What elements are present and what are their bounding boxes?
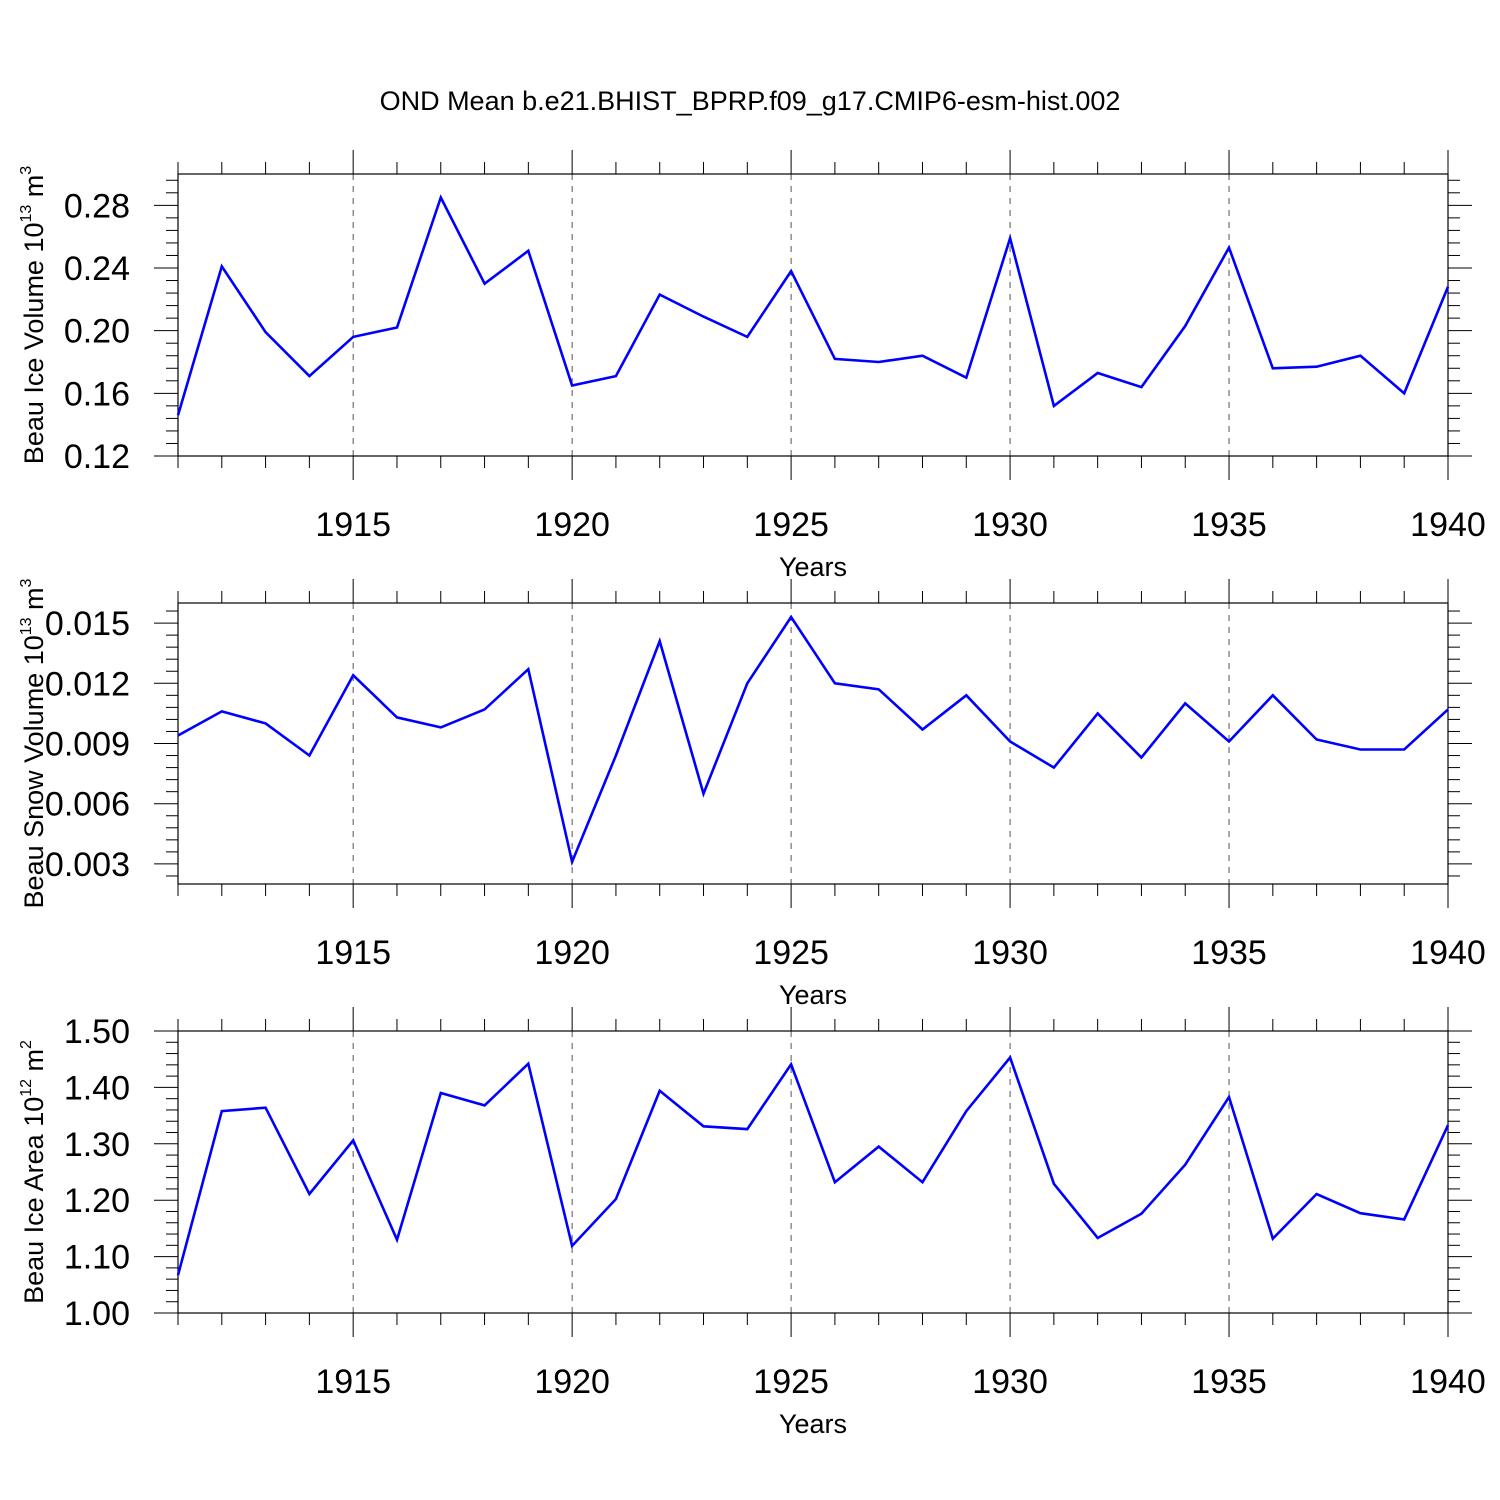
y-tick-label: 1.10: [64, 1239, 130, 1277]
x-tick-label: 1925: [753, 934, 829, 972]
x-tick-label: 1925: [753, 1363, 829, 1401]
y-tick-label: 0.24: [64, 250, 130, 288]
series-line: [177, 614, 1449, 867]
x-tick-label: 1930: [972, 934, 1048, 972]
y-tick-label: 0.003: [45, 846, 130, 884]
x-tick-label: 1940: [1410, 1363, 1486, 1401]
x-tick-label: 1920: [534, 934, 610, 972]
y-tick-label: 1.50: [64, 1013, 130, 1051]
y-tick-label: 0.006: [45, 786, 130, 824]
chart-title: OND Mean b.e21.BHIST_BPRP.f09_g17.CMIP6-…: [380, 86, 1121, 116]
y-axis-title: Beau Snow Volume 1013 m3: [18, 578, 49, 908]
x-tick-label: 1920: [534, 506, 610, 544]
x-tick-label: 1940: [1410, 934, 1486, 972]
x-axis-title: Years: [779, 1409, 847, 1439]
y-tick-label: 0.16: [64, 375, 130, 413]
x-axis-title: Years: [779, 552, 847, 582]
x-tick-label: 1940: [1410, 506, 1486, 544]
x-tick-label: 1925: [753, 506, 829, 544]
y-tick-label: 0.015: [45, 605, 130, 643]
y-axis-title: Beau Ice Area 1012 m2: [18, 1040, 49, 1304]
x-tick-label: 1915: [315, 934, 391, 972]
y-tick-label: 0.20: [64, 313, 130, 351]
series-line: [176, 1054, 1450, 1276]
y-tick-label: 1.00: [64, 1295, 130, 1333]
x-tick-label: 1930: [972, 1363, 1048, 1401]
x-tick-label: 1935: [1191, 934, 1267, 972]
x-tick-label: 1935: [1191, 1363, 1267, 1401]
panel-2: 1915 1920 1925 1930 1935 1940 Years 0.003 0.006 0…: [18, 578, 1486, 1010]
y-tick-label: 1.30: [64, 1126, 130, 1164]
y-tick-label: 0.28: [64, 187, 130, 225]
y-tick-label: 0.009: [45, 726, 130, 764]
x-axis-title: Years: [779, 980, 847, 1010]
x-tick-label: 1935: [1191, 506, 1267, 544]
y-axis-title: Beau Ice Volume 1013 m3: [18, 166, 49, 464]
y-tick-label: 1.40: [64, 1069, 130, 1107]
plot-frame: [177, 1030, 1449, 1314]
y-tick-label: 0.012: [45, 665, 130, 703]
plot-frame: [177, 173, 1449, 457]
panel-3: 1915 1920 1925 1930 1935 1940 Years 1.00 1.10 1.2…: [18, 1007, 1486, 1439]
x-tick-label: 1930: [972, 506, 1048, 544]
x-tick-label: 1920: [534, 1363, 610, 1401]
panels: 1915 1920 1925 1930 1935 1940 Years 0.12 0.16 0.2…: [18, 150, 1486, 1439]
y-tick-label: 0.12: [64, 438, 130, 476]
y-tick-label: 1.20: [64, 1182, 130, 1220]
series-line: [176, 194, 1450, 416]
x-tick-label: 1915: [315, 1363, 391, 1401]
x-tick-label: 1915: [315, 506, 391, 544]
panel-1: 1915 1920 1925 1930 1935 1940 Years 0.12 0.16 0.2…: [18, 150, 1486, 582]
